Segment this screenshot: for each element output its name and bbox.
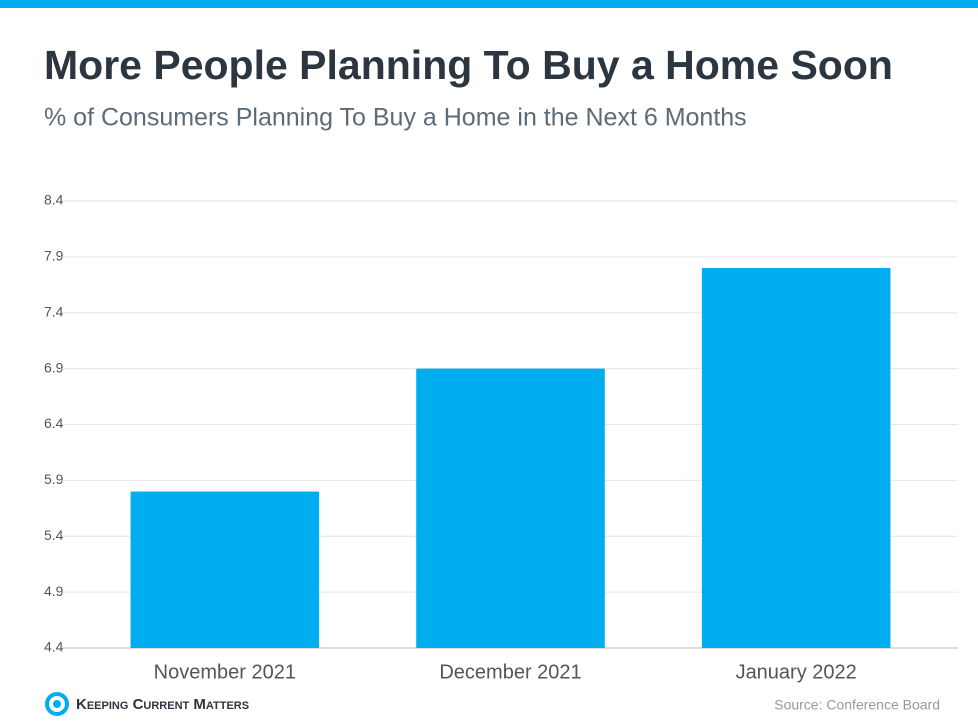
y-tick-label: 4.9 [44,583,64,599]
chart-title: More People Planning To Buy a Home Soon [44,42,893,88]
brand-name: Keeping Current Matters [76,696,249,713]
y-tick-label: 8.4 [44,192,64,208]
logo-icon [45,692,69,716]
x-tick-label: November 2021 [154,661,296,683]
bar [130,491,320,648]
y-tick-label: 6.9 [44,359,64,375]
x-tick-label: December 2021 [439,661,581,683]
y-tick-label: 6.4 [44,415,64,431]
x-tick-label: January 2022 [736,661,857,683]
brand-logo [45,692,69,716]
chart-subtitle: % of Consumers Planning To Buy a Home in… [44,104,747,132]
bar [701,268,891,648]
y-tick-label: 4.4 [44,639,64,655]
logo-icon-dot [53,700,61,708]
y-tick-label: 5.4 [44,527,64,543]
top-band [0,0,978,8]
y-tick-label: 7.9 [44,248,64,264]
source: Source: Conference Board [774,697,940,713]
y-tick-label: 5.9 [44,471,64,487]
y-tick-label: 7.4 [44,303,64,319]
bar [416,368,605,648]
